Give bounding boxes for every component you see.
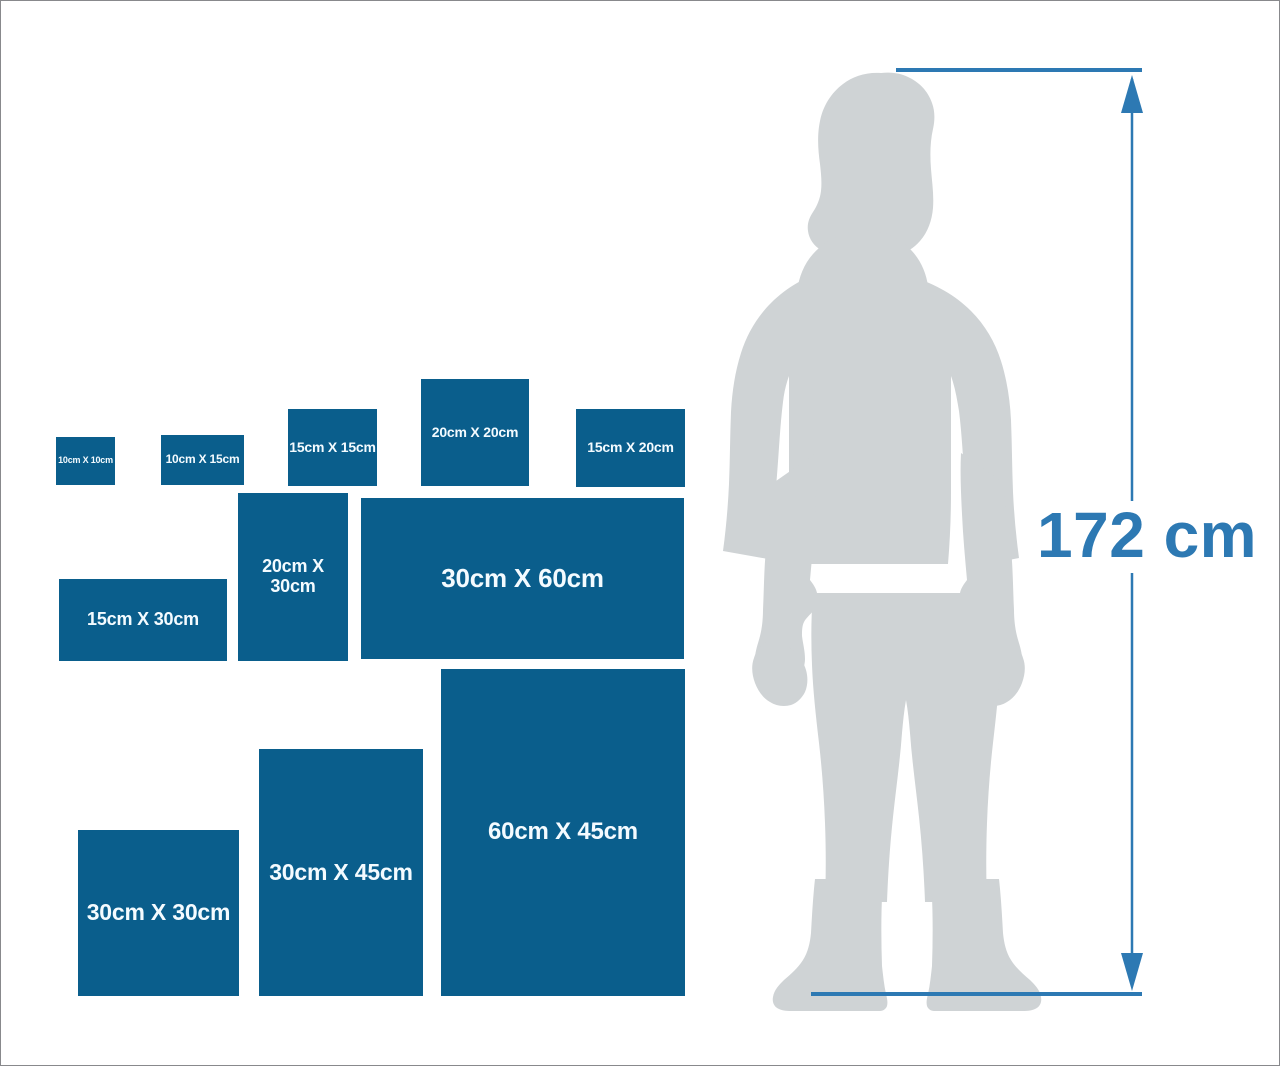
box-15x15[interactable]: 15cm X 15cm: [288, 409, 377, 486]
box-15x30[interactable]: 15cm X 30cm: [59, 579, 227, 661]
height-label: 172 cm: [1037, 499, 1258, 571]
box-20x30[interactable]: 20cm X 30cm: [238, 493, 348, 661]
dimension-arrow-down: [1121, 953, 1143, 991]
box-20x20[interactable]: 20cm X 20cm: [421, 379, 529, 486]
box-15x20[interactable]: 15cm X 20cm: [576, 409, 685, 487]
box-60x45[interactable]: 60cm X 45cm: [441, 669, 685, 996]
dimension-arrow-up: [1121, 75, 1143, 113]
box-30x30[interactable]: 30cm X 30cm: [78, 830, 239, 996]
box-30x60[interactable]: 30cm X 60cm: [361, 498, 684, 659]
box-10x15[interactable]: 10cm X 15cm: [161, 435, 244, 485]
box-30x45[interactable]: 30cm X 45cm: [259, 749, 423, 996]
box-10x10[interactable]: 10cm X 10cm: [56, 437, 115, 485]
